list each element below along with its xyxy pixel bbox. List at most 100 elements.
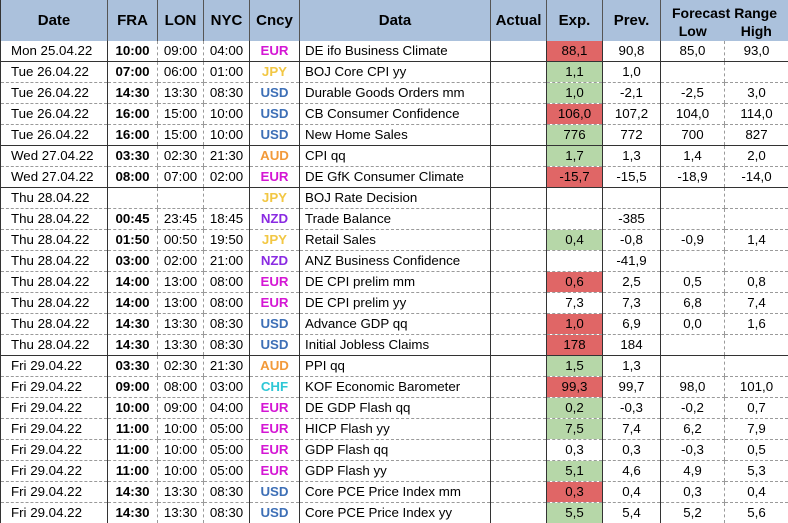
cell-date: Thu 28.04.22: [1, 188, 108, 209]
cell-indicator: GDP Flash qq: [300, 440, 491, 461]
cell-currency: NZD: [250, 251, 300, 272]
cell-nyc-time: 08:30: [204, 503, 250, 523]
cell-nyc-time: 21:30: [204, 146, 250, 167]
cell-expected: 1,5: [547, 356, 603, 377]
header-low: Low: [661, 21, 725, 41]
cell-expected: 776: [547, 125, 603, 146]
cell-indicator: GDP Flash yy: [300, 461, 491, 482]
cell-date: Fri 29.04.22: [1, 356, 108, 377]
cell-expected: 5,5: [547, 503, 603, 523]
cell-expected: 1,1: [547, 62, 603, 83]
cell-date: Thu 28.04.22: [1, 209, 108, 230]
cell-previous: 0,3: [603, 440, 661, 461]
cell-forecast-low: -0,2: [661, 398, 725, 419]
cell-forecast-low: 0,5: [661, 272, 725, 293]
cell-fra-time: 14:00: [108, 293, 158, 314]
cell-fra-time: 16:00: [108, 125, 158, 146]
cell-nyc-time: 05:00: [204, 461, 250, 482]
cell-actual: [491, 188, 547, 209]
cell-lon-time: 13:00: [158, 272, 204, 293]
cell-lon-time: 08:00: [158, 377, 204, 398]
cell-previous: -41,9: [603, 251, 661, 272]
cell-fra-time: 16:00: [108, 104, 158, 125]
cell-expected: 1,7: [547, 146, 603, 167]
cell-date: Tue 26.04.22: [1, 104, 108, 125]
cell-indicator: Durable Goods Orders mm: [300, 83, 491, 104]
cell-forecast-high: 2,0: [725, 146, 788, 167]
header-fra: FRA: [108, 0, 158, 41]
cell-indicator: Retail Sales: [300, 230, 491, 251]
cell-nyc-time: 04:00: [204, 41, 250, 62]
cell-nyc-time: 08:30: [204, 335, 250, 356]
cell-fra-time: 14:30: [108, 314, 158, 335]
cell-date: Thu 28.04.22: [1, 314, 108, 335]
table-header: Date FRA LON NYC Cncy Data Actual Exp. P…: [1, 0, 788, 41]
cell-forecast-low: [661, 335, 725, 356]
cell-date: Wed 27.04.22: [1, 167, 108, 188]
cell-currency: EUR: [250, 419, 300, 440]
cell-nyc-time: 05:00: [204, 440, 250, 461]
cell-indicator: CPI qq: [300, 146, 491, 167]
cell-currency: EUR: [250, 167, 300, 188]
cell-date: Thu 28.04.22: [1, 335, 108, 356]
cell-lon-time: 13:30: [158, 503, 204, 523]
cell-date: Thu 28.04.22: [1, 251, 108, 272]
cell-date: Tue 26.04.22: [1, 62, 108, 83]
cell-actual: [491, 398, 547, 419]
cell-actual: [491, 167, 547, 188]
cell-forecast-high: 7,4: [725, 293, 788, 314]
cell-currency: CHF: [250, 377, 300, 398]
cell-forecast-high: 0,7: [725, 398, 788, 419]
cell-fra-time: [108, 188, 158, 209]
cell-forecast-high: 1,6: [725, 314, 788, 335]
cell-actual: [491, 293, 547, 314]
cell-expected: -15,7: [547, 167, 603, 188]
cell-currency: USD: [250, 104, 300, 125]
cell-forecast-low: -0,9: [661, 230, 725, 251]
cell-previous: -0,3: [603, 398, 661, 419]
cell-forecast-high: 5,6: [725, 503, 788, 523]
cell-currency: USD: [250, 503, 300, 523]
cell-date: Thu 28.04.22: [1, 230, 108, 251]
cell-lon-time: 10:00: [158, 440, 204, 461]
cell-lon-time: 02:00: [158, 251, 204, 272]
header-actual: Actual: [491, 0, 547, 41]
cell-lon-time: 23:45: [158, 209, 204, 230]
cell-forecast-high: 5,3: [725, 461, 788, 482]
cell-actual: [491, 230, 547, 251]
cell-previous: 5,4: [603, 503, 661, 523]
cell-expected: 178: [547, 335, 603, 356]
cell-indicator: Trade Balance: [300, 209, 491, 230]
cell-lon-time: 15:00: [158, 125, 204, 146]
cell-indicator: New Home Sales: [300, 125, 491, 146]
cell-lon-time: 13:30: [158, 314, 204, 335]
cell-forecast-high: 0,5: [725, 440, 788, 461]
header-lon: LON: [158, 0, 204, 41]
cell-date: Fri 29.04.22: [1, 482, 108, 503]
cell-fra-time: 14:30: [108, 503, 158, 523]
cell-date: Tue 26.04.22: [1, 83, 108, 104]
cell-expected: [547, 251, 603, 272]
cell-currency: USD: [250, 314, 300, 335]
cell-nyc-time: 08:00: [204, 272, 250, 293]
cell-currency: USD: [250, 125, 300, 146]
cell-fra-time: 03:30: [108, 356, 158, 377]
cell-forecast-low: [661, 209, 725, 230]
cell-fra-time: 11:00: [108, 419, 158, 440]
cell-date: Fri 29.04.22: [1, 461, 108, 482]
cell-actual: [491, 62, 547, 83]
cell-lon-time: 13:30: [158, 482, 204, 503]
cell-lon-time: 13:00: [158, 293, 204, 314]
cell-nyc-time: 19:50: [204, 230, 250, 251]
cell-fra-time: 07:00: [108, 62, 158, 83]
cell-expected: 106,0: [547, 104, 603, 125]
cell-forecast-low: 85,0: [661, 41, 725, 62]
cell-forecast-high: 0,4: [725, 482, 788, 503]
